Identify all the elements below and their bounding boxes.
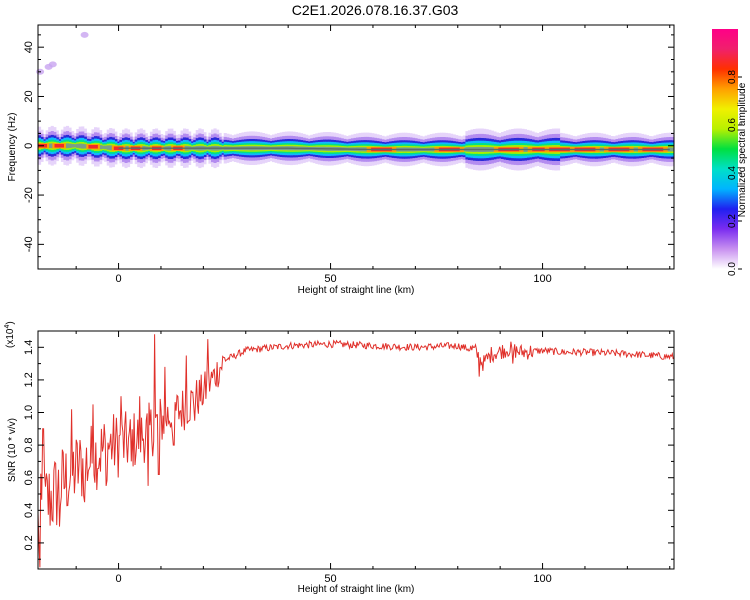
hotspot: [88, 145, 98, 149]
snr-y-tick-label: 1.4: [23, 340, 35, 355]
snr-y-tick-label: 0.4: [23, 503, 35, 518]
snr-y-tick-label: 0.6: [23, 470, 35, 485]
snr-scale-label: (x104): [4, 321, 16, 348]
ridge-core-cell: [106, 145, 110, 150]
ridge-core-cell: [50, 143, 54, 149]
ridge-core-cell: [73, 144, 77, 148]
ridge-core-cell: [101, 145, 105, 149]
ridge-core-cell: [668, 147, 672, 152]
snr-scale-prefix: (x104): [4, 321, 16, 348]
colorbar: 0.0 0.2 0.4 0.6 0.8 Normalized spectral ampl…: [712, 29, 748, 276]
ridge-core-cell: [76, 143, 80, 148]
spectrogram-y-ticks: -40 -20 0 20 40: [23, 34, 674, 270]
ridge-core-cell: [48, 143, 52, 148]
ridge-centerline: [118, 147, 670, 151]
figure-title: C2E1.2026.078.16.37.G03: [292, 2, 459, 18]
x-tick-label: 50: [324, 273, 336, 285]
spectrogram-y-label: Frequency (Hz): [7, 113, 18, 182]
spectrogram-x-label: Height of straight line (km): [298, 285, 415, 296]
ridge-core-cell: [71, 144, 75, 148]
snr-marks: [38, 334, 674, 568]
colorbar-tick-label: 0.8: [727, 70, 738, 84]
spectrogram-panel: 0 50 100 -40 -20 0 20 40 Height of straight li…: [7, 24, 675, 296]
snr-panel: 0 50 100 0.2 0.4 0.6 0.8 1.0 1.2 1.4 Height of s…: [4, 321, 675, 595]
x-tick-label: 0: [115, 273, 121, 285]
colorbar-tick-label: 0.6: [727, 118, 738, 132]
snr-scale-exponent: 4: [4, 325, 11, 329]
y-tick-label: 0: [23, 143, 35, 149]
ridge-core-cell: [109, 145, 113, 151]
ridge-core-cell: [671, 147, 674, 152]
snr-x-label: Height of straight line (km): [298, 584, 415, 595]
ridge-core-cell: [104, 145, 108, 150]
scatter-blob: [80, 31, 89, 38]
snr-x-tick-label: 0: [115, 573, 121, 585]
y-tick-label: -40: [23, 236, 35, 252]
snr-y-ticks: 0.2 0.4 0.6 0.8 1.0 1.2 1.4: [23, 330, 674, 560]
snr-y-tick-label: 1.2: [23, 372, 35, 387]
snr-y-tick-label: 0.8: [23, 437, 35, 452]
ridge-core-cell: [81, 143, 85, 149]
snr-y-label: SNR (10 * v/v): [7, 418, 18, 482]
colorbar-scale: [712, 29, 738, 269]
snr-y-tick-label: 1.0: [23, 405, 35, 420]
snr-frame: [37, 330, 675, 570]
ridge-core-cell: [68, 143, 72, 148]
y-tick-label: 40: [23, 41, 35, 53]
scatter-blob: [48, 61, 57, 68]
snr-scale-text: (x10: [5, 328, 16, 348]
snr-x-tick-label: 50: [324, 573, 336, 585]
snr-scale-close: ): [5, 321, 16, 324]
x-tick-label: 100: [533, 273, 551, 285]
ridge-core-cell: [78, 143, 82, 149]
y-tick-label: -20: [23, 187, 35, 203]
ridge-core-cell: [66, 143, 70, 149]
snr-x-ticks: 0 50 100: [75, 331, 671, 585]
hotspot: [113, 146, 124, 150]
y-tick-label: 20: [23, 90, 35, 102]
ridge-core-cell: [99, 145, 103, 150]
spectrogram-x-ticks: 0 50 100: [75, 25, 671, 285]
colorbar-label: Normalized spectral amplitude: [737, 82, 748, 217]
colorbar-ticks: 0.0 0.2 0.4 0.6 0.8: [727, 70, 742, 276]
hotspot: [54, 144, 64, 148]
ridge-core-cell: [83, 144, 87, 149]
snr-series-line: [38, 334, 674, 568]
snr-y-tick-label: 0.2: [23, 535, 35, 550]
colorbar-tick-label: 0.0: [727, 262, 738, 276]
colorbar-tick-label: 0.2: [727, 214, 738, 228]
colorbar-tick-label: 0.4: [727, 166, 738, 180]
spectrogram-frame: [37, 24, 675, 270]
snr-x-tick-label: 100: [533, 573, 551, 585]
